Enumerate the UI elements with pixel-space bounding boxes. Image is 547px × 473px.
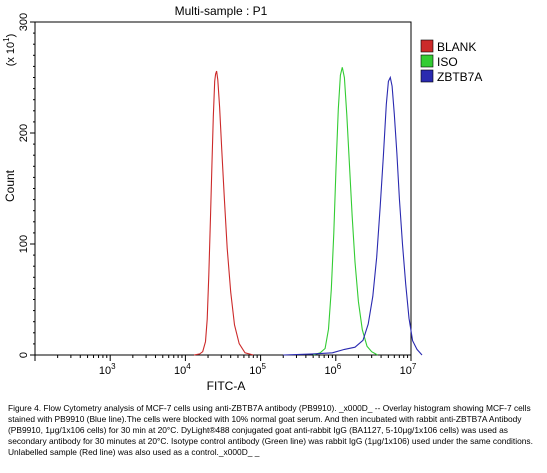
y-tick-label: 100: [18, 235, 30, 253]
series-line-zbtb7a: [283, 75, 423, 356]
y-tick-label: 300: [18, 13, 30, 31]
x-axis-ticks: 103 104 105 106 107: [34, 355, 417, 377]
y-axis-ticks: 0 100 200 300: [18, 13, 35, 358]
legend-label-iso: ISO: [437, 55, 458, 69]
legend-label-blank: BLANK: [437, 40, 476, 54]
legend-swatch-blank: [420, 39, 434, 53]
plot-frame: [34, 21, 412, 356]
x-tick-label: 107: [400, 362, 417, 377]
x-tick-label: 104: [174, 362, 191, 377]
y-multiplier-label: (x 10: [5, 42, 17, 66]
histogram-series: [193, 67, 423, 356]
y-axis-title: Count: [3, 169, 17, 202]
figure-caption: Figure 4. Flow Cytometry analysis of MCF…: [8, 403, 533, 457]
x-tick-label: 106: [324, 362, 341, 377]
x-tick-label: 103: [99, 362, 116, 377]
y-multiplier: (x 101): [2, 34, 17, 67]
y-tick-label: 200: [18, 124, 30, 142]
flow-cytometry-histogram: Multi-sample : P1 (x 101) Count FITC-A 0…: [2, 4, 482, 393]
svg-text:(x 101): (x 101): [2, 34, 17, 67]
y-tick-label: 0: [18, 352, 30, 358]
chart-title: Multi-sample : P1: [175, 4, 268, 18]
legend-label-zbtb7a: ZBTB7A: [437, 70, 482, 84]
legend-swatch-zbtb7a: [420, 69, 434, 83]
series-line-blank: [193, 70, 254, 356]
x-axis-title: FITC-A: [207, 379, 246, 393]
y-multiplier-exponent: 1: [2, 37, 11, 42]
legend-swatch-iso: [420, 54, 434, 68]
x-tick-label: 105: [249, 362, 266, 377]
series-line-iso: [313, 67, 378, 356]
